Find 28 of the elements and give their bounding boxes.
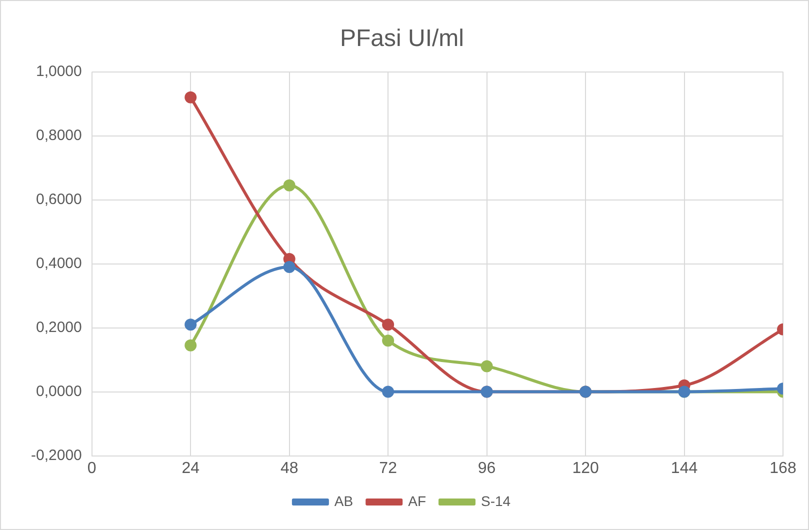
point xyxy=(283,179,296,192)
point xyxy=(184,91,197,104)
x-tick-label: 120 xyxy=(572,460,599,477)
x-tick-label: 144 xyxy=(670,460,698,477)
y-tick-label: 0,6000 xyxy=(36,190,82,208)
point xyxy=(283,261,296,273)
x-tick-label: 0 xyxy=(87,460,96,477)
legend-label: S-14 xyxy=(480,492,511,509)
x-tick-label: 72 xyxy=(379,460,398,477)
point xyxy=(382,334,394,347)
x-tick-label: 24 xyxy=(182,460,200,477)
x-tick-label: 168 xyxy=(770,460,796,477)
y-tick-label: 0,8000 xyxy=(36,126,82,144)
x-tick-label: 96 xyxy=(478,460,496,477)
point xyxy=(382,386,394,398)
y-tick-label: 0,4000 xyxy=(36,254,82,272)
legend-label: AB xyxy=(334,492,354,509)
point xyxy=(480,360,493,372)
y-tick-label: 1,0000 xyxy=(36,62,82,80)
y-tick-label: -0,2000 xyxy=(31,446,82,464)
chart-title: PFasi UI/ml xyxy=(340,25,464,52)
point xyxy=(184,318,197,331)
legend-label: AF xyxy=(408,492,426,509)
x-tick-label: 48 xyxy=(280,460,298,477)
y-tick-label: 0,2000 xyxy=(36,318,82,336)
point xyxy=(184,339,197,352)
y-tick-label: 0,0000 xyxy=(36,382,82,400)
point xyxy=(382,318,394,331)
